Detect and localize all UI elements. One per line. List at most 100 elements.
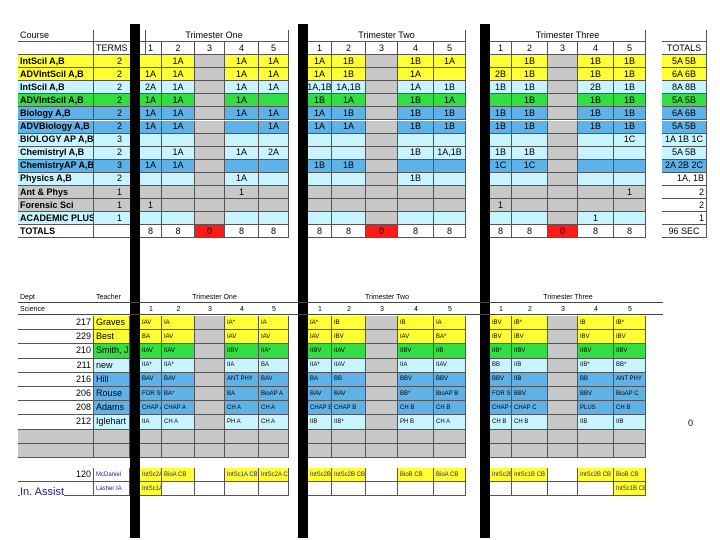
assignment-cell bbox=[308, 429, 332, 444]
assignment-cell bbox=[548, 387, 578, 402]
period-number-bottom: 1 bbox=[149, 306, 153, 313]
cb-cell bbox=[398, 482, 434, 497]
schedule-cell: 1B bbox=[398, 107, 434, 121]
assignment-cell bbox=[548, 443, 578, 458]
assignment-cell bbox=[366, 401, 398, 416]
schedule-cell: 2A bbox=[259, 146, 289, 160]
teacher-name bbox=[94, 429, 130, 444]
cb-cell: BioA CB bbox=[434, 468, 466, 483]
assignment-cell bbox=[366, 387, 398, 402]
assignment-cell bbox=[614, 429, 646, 444]
schedule-cell: 1B bbox=[512, 94, 548, 108]
assignment-cell: PH B bbox=[398, 415, 434, 430]
assignment-cell bbox=[332, 443, 366, 458]
cb-cell bbox=[308, 482, 332, 497]
schedule-cell bbox=[259, 199, 289, 213]
schedule-cell: 1B bbox=[578, 120, 614, 134]
schedule-cell: 1B bbox=[512, 120, 548, 134]
cb-cell: IntSc2B CB bbox=[490, 468, 512, 483]
schedule-cell bbox=[398, 133, 434, 147]
schedule-cell bbox=[225, 133, 259, 147]
cb-cell bbox=[548, 468, 578, 483]
cb-cell: IntSc1A CB bbox=[225, 468, 259, 483]
assignment-cell: IIAV bbox=[162, 344, 195, 359]
trimester-header: Trimester Two bbox=[308, 30, 466, 42]
assignment-cell bbox=[195, 443, 225, 458]
assignment-cell: CH A bbox=[259, 415, 289, 430]
separator-bar-2 bbox=[298, 24, 308, 538]
period-number-bottom: 5 bbox=[272, 306, 276, 313]
schedule-cell bbox=[259, 212, 289, 226]
period-number-bottom: 2 bbox=[528, 306, 532, 313]
assignment-cell bbox=[512, 429, 548, 444]
schedule-cell bbox=[614, 199, 646, 213]
assignment-cell bbox=[548, 372, 578, 387]
assignment-cell: IA* bbox=[308, 316, 332, 331]
schedule-cell: 1A bbox=[162, 159, 195, 173]
science-label: Science bbox=[20, 306, 45, 313]
assignment-cell bbox=[195, 429, 225, 444]
assignment-cell: IIB bbox=[578, 415, 614, 430]
schedule-cell: 2A bbox=[140, 81, 162, 95]
schedule-cell bbox=[308, 133, 332, 147]
schedule-cell bbox=[398, 159, 434, 173]
schedule-cell: 1A bbox=[259, 107, 289, 121]
schedule-cell bbox=[308, 146, 332, 160]
schedule-cell bbox=[195, 55, 225, 69]
schedule-cell bbox=[578, 133, 614, 147]
schedule-cell: 1A,1B bbox=[308, 81, 332, 95]
period-number-bottom: 1 bbox=[318, 306, 322, 313]
schedule-cell bbox=[434, 199, 466, 213]
schedule-cell: 1A bbox=[162, 55, 195, 69]
schedule-cell bbox=[259, 94, 289, 108]
assignment-cell: CHAP B bbox=[308, 401, 332, 416]
schedule-cell: 1B bbox=[332, 68, 366, 82]
schedule-cell bbox=[548, 172, 578, 186]
schedule-cell: 1A bbox=[225, 94, 259, 108]
assignment-cell bbox=[490, 429, 512, 444]
assignment-cell bbox=[548, 415, 578, 430]
assignment-cell bbox=[366, 344, 398, 359]
schedule-cell: 1B bbox=[614, 120, 646, 134]
room-number: 120 bbox=[18, 468, 94, 483]
schedule-cell: 1A bbox=[398, 81, 434, 95]
assignment-cell bbox=[366, 330, 398, 345]
schedule-cell: 1 bbox=[140, 199, 162, 213]
assignment-cell: IIAV bbox=[332, 358, 366, 373]
assignment-cell bbox=[614, 443, 646, 458]
teacher-name: McDaniel bbox=[94, 468, 130, 483]
assignment-cell bbox=[548, 401, 578, 416]
assignment-cell: IIB bbox=[512, 372, 548, 387]
schedule-cell bbox=[195, 159, 225, 173]
assignment-cell: IAV bbox=[259, 330, 289, 345]
assignment-cell: ANT PHY bbox=[225, 372, 259, 387]
assignment-cell: IIAV bbox=[332, 344, 366, 359]
assignment-cell: IIBV bbox=[578, 344, 614, 359]
schedule-cell: 1B bbox=[332, 159, 366, 173]
cb-cell bbox=[490, 482, 512, 497]
schedule-cell bbox=[548, 159, 578, 173]
assignment-cell: BAV bbox=[162, 372, 195, 387]
dept-header: Dept bbox=[20, 294, 35, 301]
course-total: 1A 1B 1C bbox=[662, 133, 707, 147]
room-number: 217 bbox=[18, 316, 94, 331]
assignment-cell: BA bbox=[225, 387, 259, 402]
cb-cell bbox=[195, 468, 225, 483]
period-number-bottom: 4 bbox=[240, 306, 244, 313]
assignment-cell: IIB bbox=[614, 415, 646, 430]
cb-cell bbox=[578, 482, 614, 497]
schedule-cell bbox=[366, 133, 398, 147]
schedule-cell: 1 bbox=[490, 199, 512, 213]
course-name: ChemistryI A,B bbox=[18, 146, 94, 160]
schedule-cell bbox=[140, 133, 162, 147]
period-number-bottom: 3 bbox=[380, 306, 384, 313]
assignment-cell: CH B bbox=[614, 401, 646, 416]
assignment-cell: IIBV bbox=[614, 344, 646, 359]
schedule-cell bbox=[548, 212, 578, 226]
cb-cell: BioB CB bbox=[398, 468, 434, 483]
schedule-cell bbox=[548, 107, 578, 121]
teacher-name: Adams bbox=[94, 401, 130, 416]
assignment-cell bbox=[366, 358, 398, 373]
schedule-cell bbox=[434, 172, 466, 186]
assignment-cell bbox=[259, 429, 289, 444]
